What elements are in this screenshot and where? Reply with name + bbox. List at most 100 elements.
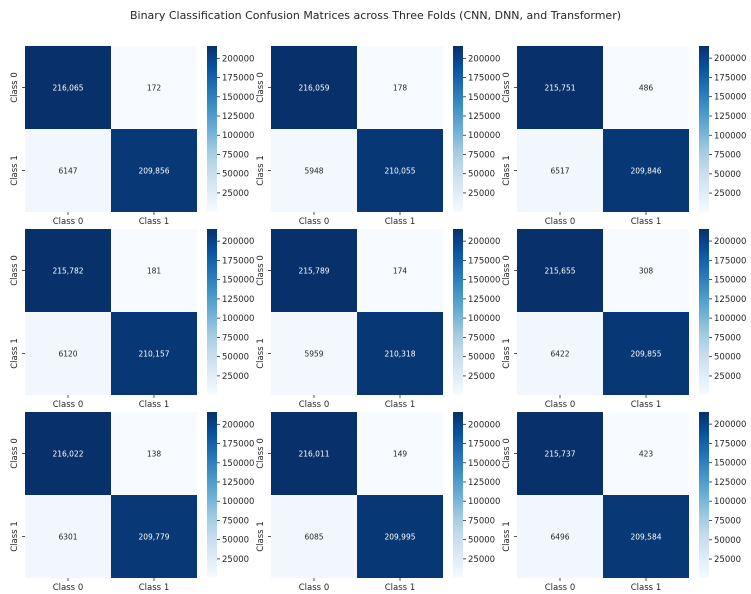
cm-6-colorbar-tick-label-0: 25000 — [714, 372, 741, 382]
cm-2-cell-label-0-0: 216,059 — [298, 84, 329, 93]
cm-2-cell-1-0 — [271, 129, 357, 212]
cm-5-xtick-label-0: Class 0 — [299, 400, 329, 410]
cm-5-cell-label-0-0: 215,789 — [298, 267, 329, 276]
cm-4-colorbar-tick-label-2: 75000 — [222, 333, 249, 343]
cm-7-colorbar-tick-label-1: 50000 — [222, 536, 249, 546]
cm-9-xtick-label-0: Class 0 — [545, 583, 575, 593]
cm-1-colorbar-tick-label-4: 125000 — [222, 112, 254, 122]
cm-8-xtick-label-0: Class 0 — [299, 583, 329, 593]
cm-2-colorbar — [453, 46, 463, 212]
cm-1-cell-1-1 — [111, 129, 197, 212]
cm-7-cell-label-0-1: 138 — [147, 450, 162, 459]
cm-9-ytick-label-0: Class 0 — [502, 438, 512, 468]
cm-6-colorbar — [699, 229, 709, 395]
cm-2-colorbar-tick-label-5: 150000 — [468, 93, 500, 103]
cm-3-colorbar-tick-label-5: 150000 — [714, 93, 746, 103]
cm-4-colorbar-tick-label-1: 50000 — [222, 353, 249, 363]
cm-8-colorbar-tick-label-2: 75000 — [468, 516, 495, 526]
cm-9-ytick-label-1: Class 1 — [502, 521, 512, 551]
cm-4-cell-label-1-1: 210,157 — [138, 350, 169, 359]
cm-1-xtick-label-1: Class 1 — [139, 217, 169, 227]
cm-5-colorbar-tick-label-2: 75000 — [468, 333, 495, 343]
cm-6-xtick-label-0: Class 0 — [545, 400, 575, 410]
cm-4-ytick-label-1: Class 1 — [10, 338, 20, 368]
cm-4-cell-0-1 — [111, 229, 197, 312]
cm-1-cell-label-0-1: 172 — [147, 84, 162, 93]
cm-5-cell-label-0-1: 174 — [393, 267, 408, 276]
cm-7-colorbar-tick-label-0: 25000 — [222, 555, 249, 565]
cm-5-cell-0-0 — [271, 229, 357, 312]
cm-8-cell-label-0-0: 216,011 — [298, 450, 329, 459]
cm-3-cell-1-1 — [603, 129, 689, 212]
cm-8-xtick-label-1: Class 1 — [385, 583, 415, 593]
cm-3-cell-label-0-0: 215,751 — [544, 84, 575, 93]
cm-8-ytick-label-0: Class 0 — [256, 438, 266, 468]
cm-9-cell-label-0-0: 215,737 — [544, 450, 575, 459]
cm-4-cell-1-0 — [25, 312, 111, 395]
cm-7-ytick-label-1: Class 1 — [10, 521, 20, 551]
cm-5-cell-label-1-0: 5959 — [304, 350, 323, 359]
cm-3-colorbar-tick-label-4: 125000 — [714, 112, 746, 122]
cm-3-xtick-label-0: Class 0 — [545, 217, 575, 227]
cm-5-colorbar-tick-label-0: 25000 — [468, 372, 495, 382]
cm-5-ytick-label-1: Class 1 — [256, 338, 266, 368]
cm-8-cell-1-0 — [271, 495, 357, 578]
cm-4-xtick-label-0: Class 0 — [53, 400, 83, 410]
cm-7-colorbar-tick-label-7: 200000 — [222, 420, 254, 430]
cm-9-colorbar-tick-label-4: 125000 — [714, 478, 746, 488]
cm-8-colorbar-tick-label-0: 25000 — [468, 555, 495, 565]
cm-2-cell-label-1-0: 5948 — [304, 167, 323, 176]
cm-6-colorbar-tick-label-6: 175000 — [714, 256, 746, 266]
cm-9-colorbar-tick-label-5: 150000 — [714, 459, 746, 469]
cm-9-colorbar-tick-label-7: 200000 — [714, 420, 746, 430]
cm-2-colorbar-tick-label-1: 50000 — [468, 170, 495, 180]
cm-4-cell-label-0-1: 181 — [147, 267, 162, 276]
cm-6-colorbar-tick-label-1: 50000 — [714, 353, 741, 363]
cm-2-colorbar-tick-label-4: 125000 — [468, 112, 500, 122]
cm-9-xtick-label-1: Class 1 — [631, 583, 661, 593]
cm-5-colorbar-tick-label-7: 200000 — [468, 237, 500, 247]
cm-5-cell-1-0 — [271, 312, 357, 395]
cm-4-xtick-label-1: Class 1 — [139, 400, 169, 410]
cm-4-colorbar — [207, 229, 217, 395]
cm-5-cell-1-1 — [357, 312, 443, 395]
cm-4-cell-1-1 — [111, 312, 197, 395]
cm-4-colorbar-tick-label-6: 175000 — [222, 256, 254, 266]
cm-2-ytick-label-0: Class 0 — [256, 72, 266, 102]
cm-4-colorbar-tick-label-7: 200000 — [222, 237, 254, 247]
cm-2-colorbar-tick-label-7: 200000 — [468, 54, 500, 64]
cm-3-colorbar — [699, 46, 709, 212]
cm-4-colorbar-tick-label-0: 25000 — [222, 372, 249, 382]
cm-3-colorbar-tick-label-7: 200000 — [714, 54, 746, 64]
cm-9-colorbar-tick-label-2: 75000 — [714, 517, 741, 527]
cm-6-colorbar-tick-label-2: 75000 — [714, 333, 741, 343]
cm-7-cell-label-0-0: 216,022 — [52, 450, 83, 459]
cm-7-cell-label-1-1: 209,779 — [138, 533, 169, 542]
cm-8-colorbar — [453, 412, 463, 578]
cm-9-colorbar-tick-label-3: 100000 — [714, 497, 746, 507]
cm-9-cell-1-1 — [603, 495, 689, 578]
cm-4-colorbar-tick-label-3: 100000 — [222, 314, 254, 324]
cm-7-xtick-label-0: Class 0 — [53, 583, 83, 593]
cm-3-colorbar-tick-label-3: 100000 — [714, 131, 746, 141]
cm-1-ytick-label-0: Class 0 — [10, 72, 20, 102]
cm-6-cell-0-1 — [603, 229, 689, 312]
cm-1-colorbar-tick-label-7: 200000 — [222, 54, 254, 64]
cm-1-cell-label-0-0: 216,065 — [52, 84, 83, 93]
cm-6-colorbar-tick-label-7: 200000 — [714, 237, 746, 247]
cm-5-ytick-label-0: Class 0 — [256, 255, 266, 285]
cm-2-cell-0-0 — [271, 46, 357, 129]
cm-9-cell-label-1-1: 209,584 — [630, 533, 661, 542]
cm-5-colorbar-tick-label-3: 100000 — [468, 314, 500, 324]
cm-8-colorbar-tick-label-4: 125000 — [468, 478, 500, 488]
cm-1-xtick-label-0: Class 0 — [53, 217, 83, 227]
cm-4-cell-0-0 — [25, 229, 111, 312]
cm-6-colorbar-tick-label-3: 100000 — [714, 314, 746, 324]
cm-7-xtick-label-1: Class 1 — [139, 583, 169, 593]
cm-7-ytick-label-0: Class 0 — [10, 438, 20, 468]
cm-3-cell-label-1-0: 6517 — [550, 167, 569, 176]
cm-2-colorbar-tick-label-2: 75000 — [468, 150, 495, 160]
cm-5-colorbar — [453, 229, 463, 395]
cm-3-ytick-label-1: Class 1 — [502, 155, 512, 185]
